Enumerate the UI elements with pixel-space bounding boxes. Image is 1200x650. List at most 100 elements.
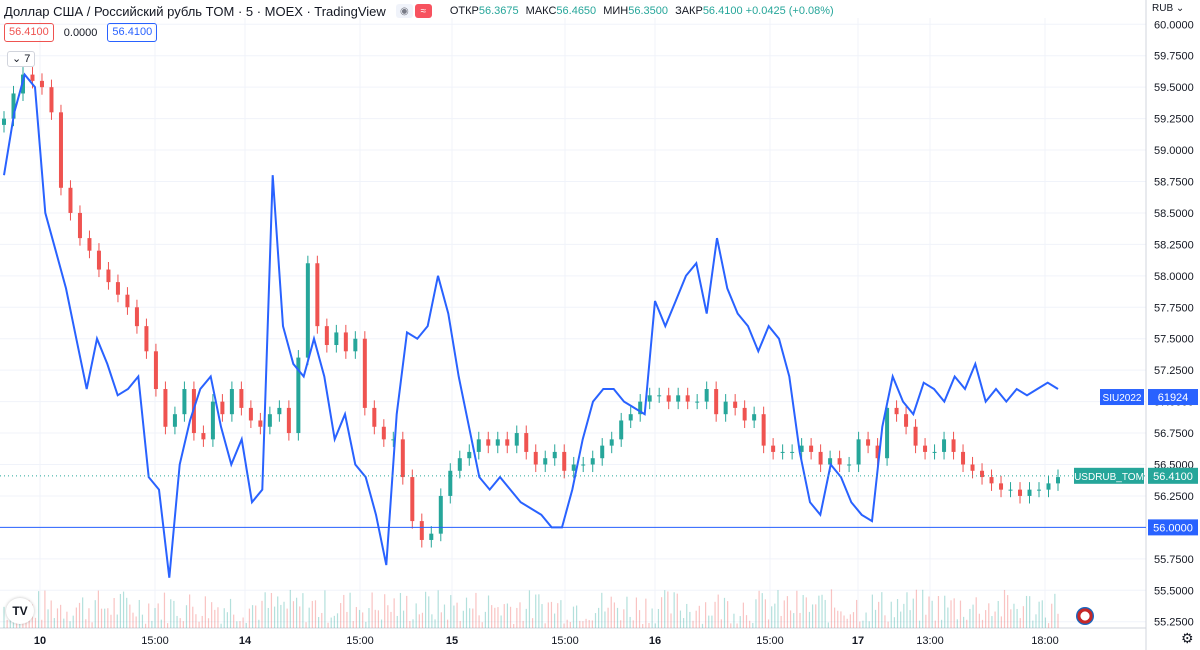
volume-bar xyxy=(1019,618,1021,628)
volume-bar xyxy=(922,589,924,628)
y-tick-label: 55.5000 xyxy=(1154,585,1194,597)
volume-bar xyxy=(576,605,578,628)
candle-body xyxy=(752,414,757,421)
volume-bar xyxy=(1025,595,1028,628)
eye-icon[interactable]: ◉ xyxy=(395,4,413,18)
volume-bar xyxy=(884,615,886,628)
sell-price-box[interactable]: 56.4100 xyxy=(4,23,54,42)
candle-body xyxy=(980,470,985,478)
candle-body xyxy=(296,357,301,434)
volume-bar xyxy=(456,602,458,628)
candle-body xyxy=(68,187,73,213)
currency-selector[interactable]: RUB ⌄ xyxy=(1152,3,1184,14)
volume-bar xyxy=(195,614,197,628)
candle-body xyxy=(144,326,149,352)
volume-bar xyxy=(151,620,153,628)
y-tick-label: 57.7500 xyxy=(1154,302,1194,314)
volume-bar xyxy=(1054,593,1056,628)
volume-bar xyxy=(956,619,958,628)
volume-bar xyxy=(701,623,704,628)
y-tick-label: 60.0000 xyxy=(1154,19,1194,31)
wave-icon[interactable]: ≈ xyxy=(414,4,432,18)
volume-bar xyxy=(135,616,137,628)
volume-bar xyxy=(991,616,993,628)
volume-bar xyxy=(478,615,480,628)
volume-bar xyxy=(239,621,241,628)
volume-bar xyxy=(695,610,697,628)
x-tick-label: 15:00 xyxy=(756,635,784,647)
candle-body xyxy=(96,250,101,270)
volume-bar xyxy=(616,607,619,628)
candle-body xyxy=(999,483,1004,490)
compare-count-toggle[interactable]: ⌄ 7 xyxy=(7,51,36,67)
volume-bar xyxy=(623,609,625,628)
volume-bar xyxy=(560,600,562,628)
volume-bar xyxy=(535,594,537,628)
volume-bar xyxy=(428,596,430,628)
candle-body xyxy=(704,389,709,402)
volume-bar xyxy=(834,607,836,628)
volume-bar xyxy=(116,614,118,628)
candle-body xyxy=(163,389,168,427)
buy-price-box[interactable]: 56.4100 xyxy=(107,23,158,42)
usdrub-price-label: 56.4100 xyxy=(1153,471,1193,483)
volume-bar xyxy=(739,616,741,628)
candle-body xyxy=(115,282,120,295)
volume-bar xyxy=(434,619,436,628)
symbol-title[interactable]: Доллар США / Российский рубль TOM · 5 · … xyxy=(4,3,386,19)
candle-body xyxy=(429,533,434,540)
volume-bar xyxy=(774,603,776,628)
volume-bar xyxy=(220,623,222,628)
candle-body xyxy=(856,439,861,465)
volume-bar xyxy=(865,612,867,628)
volume-bar xyxy=(758,590,760,628)
volume-bar xyxy=(670,613,672,628)
candle-body xyxy=(799,445,804,452)
volume-bar xyxy=(1029,596,1031,628)
volume-bar xyxy=(292,601,295,628)
volume-bar xyxy=(692,620,694,628)
volume-bar xyxy=(953,598,955,628)
candle-body xyxy=(723,401,728,415)
volume-bar xyxy=(100,608,103,628)
volume-bar xyxy=(550,601,553,628)
volume-bar xyxy=(856,599,858,628)
volume-bar xyxy=(481,622,483,628)
volume-bar xyxy=(802,594,804,628)
volume-bar xyxy=(638,610,641,628)
volume-bar xyxy=(509,606,512,628)
volume-bar xyxy=(811,604,814,628)
volume-bar xyxy=(368,608,370,628)
volume-bar xyxy=(1022,606,1024,628)
volume-bar xyxy=(673,592,675,628)
volume-bar xyxy=(163,592,166,628)
volume-bar xyxy=(484,611,486,628)
volume-bar xyxy=(296,597,298,628)
candle-body xyxy=(182,389,187,415)
y-tick-label: 55.2500 xyxy=(1154,617,1194,629)
volume-bar xyxy=(462,610,464,628)
volume-bar xyxy=(170,599,172,628)
candle-body xyxy=(809,445,814,452)
usdrub-name-tag xyxy=(1074,467,1144,484)
y-tick-label: 58.5000 xyxy=(1154,208,1194,220)
x-tick-label: 18:00 xyxy=(1031,635,1059,647)
volume-bar xyxy=(185,605,188,628)
volume-bar xyxy=(192,606,194,628)
volume-bar xyxy=(63,618,65,628)
x-tick-label: 16 xyxy=(649,635,661,647)
volume-bar xyxy=(620,620,622,628)
tradingview-logo-icon[interactable]: TV xyxy=(6,598,34,624)
gear-icon[interactable]: ⚙ xyxy=(1181,630,1194,646)
volume-bar xyxy=(761,593,763,628)
volume-bar xyxy=(607,607,609,628)
candle-body xyxy=(77,212,82,239)
volume-bar xyxy=(305,622,307,628)
volume-bar xyxy=(475,592,477,628)
volume-bar xyxy=(78,602,81,628)
volume-bar xyxy=(277,596,279,628)
volume-bar xyxy=(727,601,729,628)
volume-bar xyxy=(742,602,744,628)
volume-bar xyxy=(963,616,965,628)
